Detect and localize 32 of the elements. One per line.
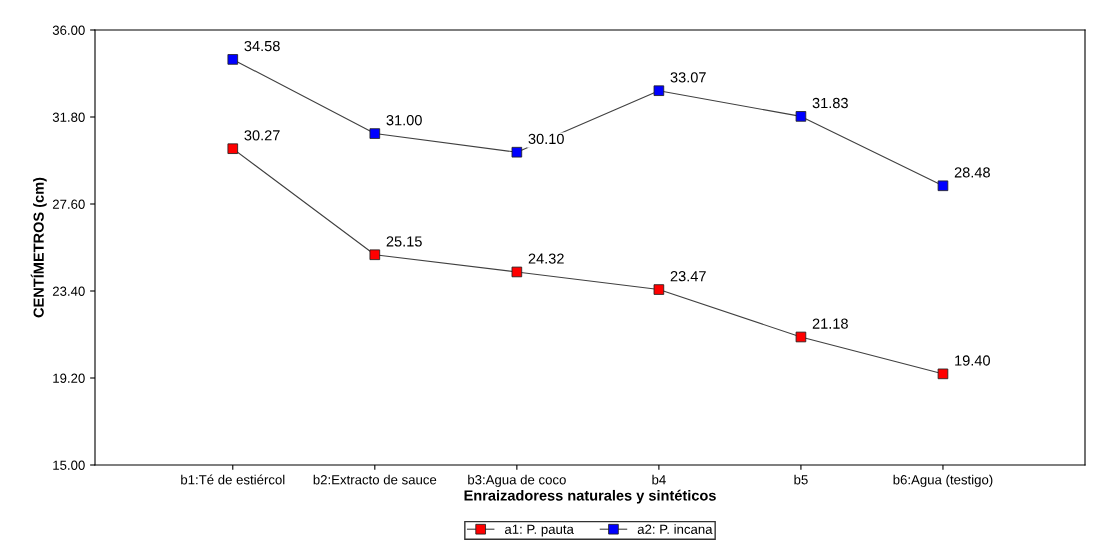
x-tick-label: b6:Agua (testigo) — [893, 474, 993, 488]
y-tick-label: 23.40 — [52, 286, 85, 296]
point — [369, 249, 381, 261]
data-label: 28.48 — [954, 167, 990, 178]
x-tick-label: b3:Agua de coco — [468, 474, 566, 488]
y-axis-title: CENTÍMETROS (cm) — [30, 177, 47, 318]
data-label: 24.32 — [528, 253, 564, 264]
data-label: 23.47 — [670, 271, 706, 282]
data-label: 33.07 — [670, 72, 706, 83]
x-axis-title: Enraizadoress naturales y sintéticos — [464, 489, 716, 504]
point — [795, 331, 807, 343]
x-tick-label: b4 — [652, 474, 666, 485]
y-tick-label: 15.00 — [53, 460, 85, 470]
data-label: 30.27 — [244, 130, 280, 141]
data-label: 21.18 — [812, 318, 848, 329]
x-tick-label: b2:Extracto de sauce — [313, 474, 437, 485]
x-tick-label: b5 — [794, 474, 808, 485]
y-tick-label: 27.60 — [52, 199, 85, 209]
data-label: 31.83 — [812, 97, 848, 109]
x-tick-label: b1:Té de estiércol — [181, 474, 285, 485]
y-tick-label: 19.20 — [53, 373, 85, 383]
point — [511, 266, 523, 278]
data-label: 34.58 — [244, 40, 280, 52]
legend-label: a2: P. incana — [637, 524, 713, 534]
point — [937, 368, 949, 380]
y-tick-label: 36.00 — [52, 25, 85, 35]
y-tick-label: 31.80 — [52, 112, 85, 122]
data-label: 19.40 — [955, 355, 990, 366]
data-label: 25.15 — [386, 236, 422, 247]
data-label: 30.10 — [528, 133, 564, 145]
legend-label: a1: P. pauta — [504, 524, 574, 537]
data-label: 31.00 — [386, 115, 422, 126]
